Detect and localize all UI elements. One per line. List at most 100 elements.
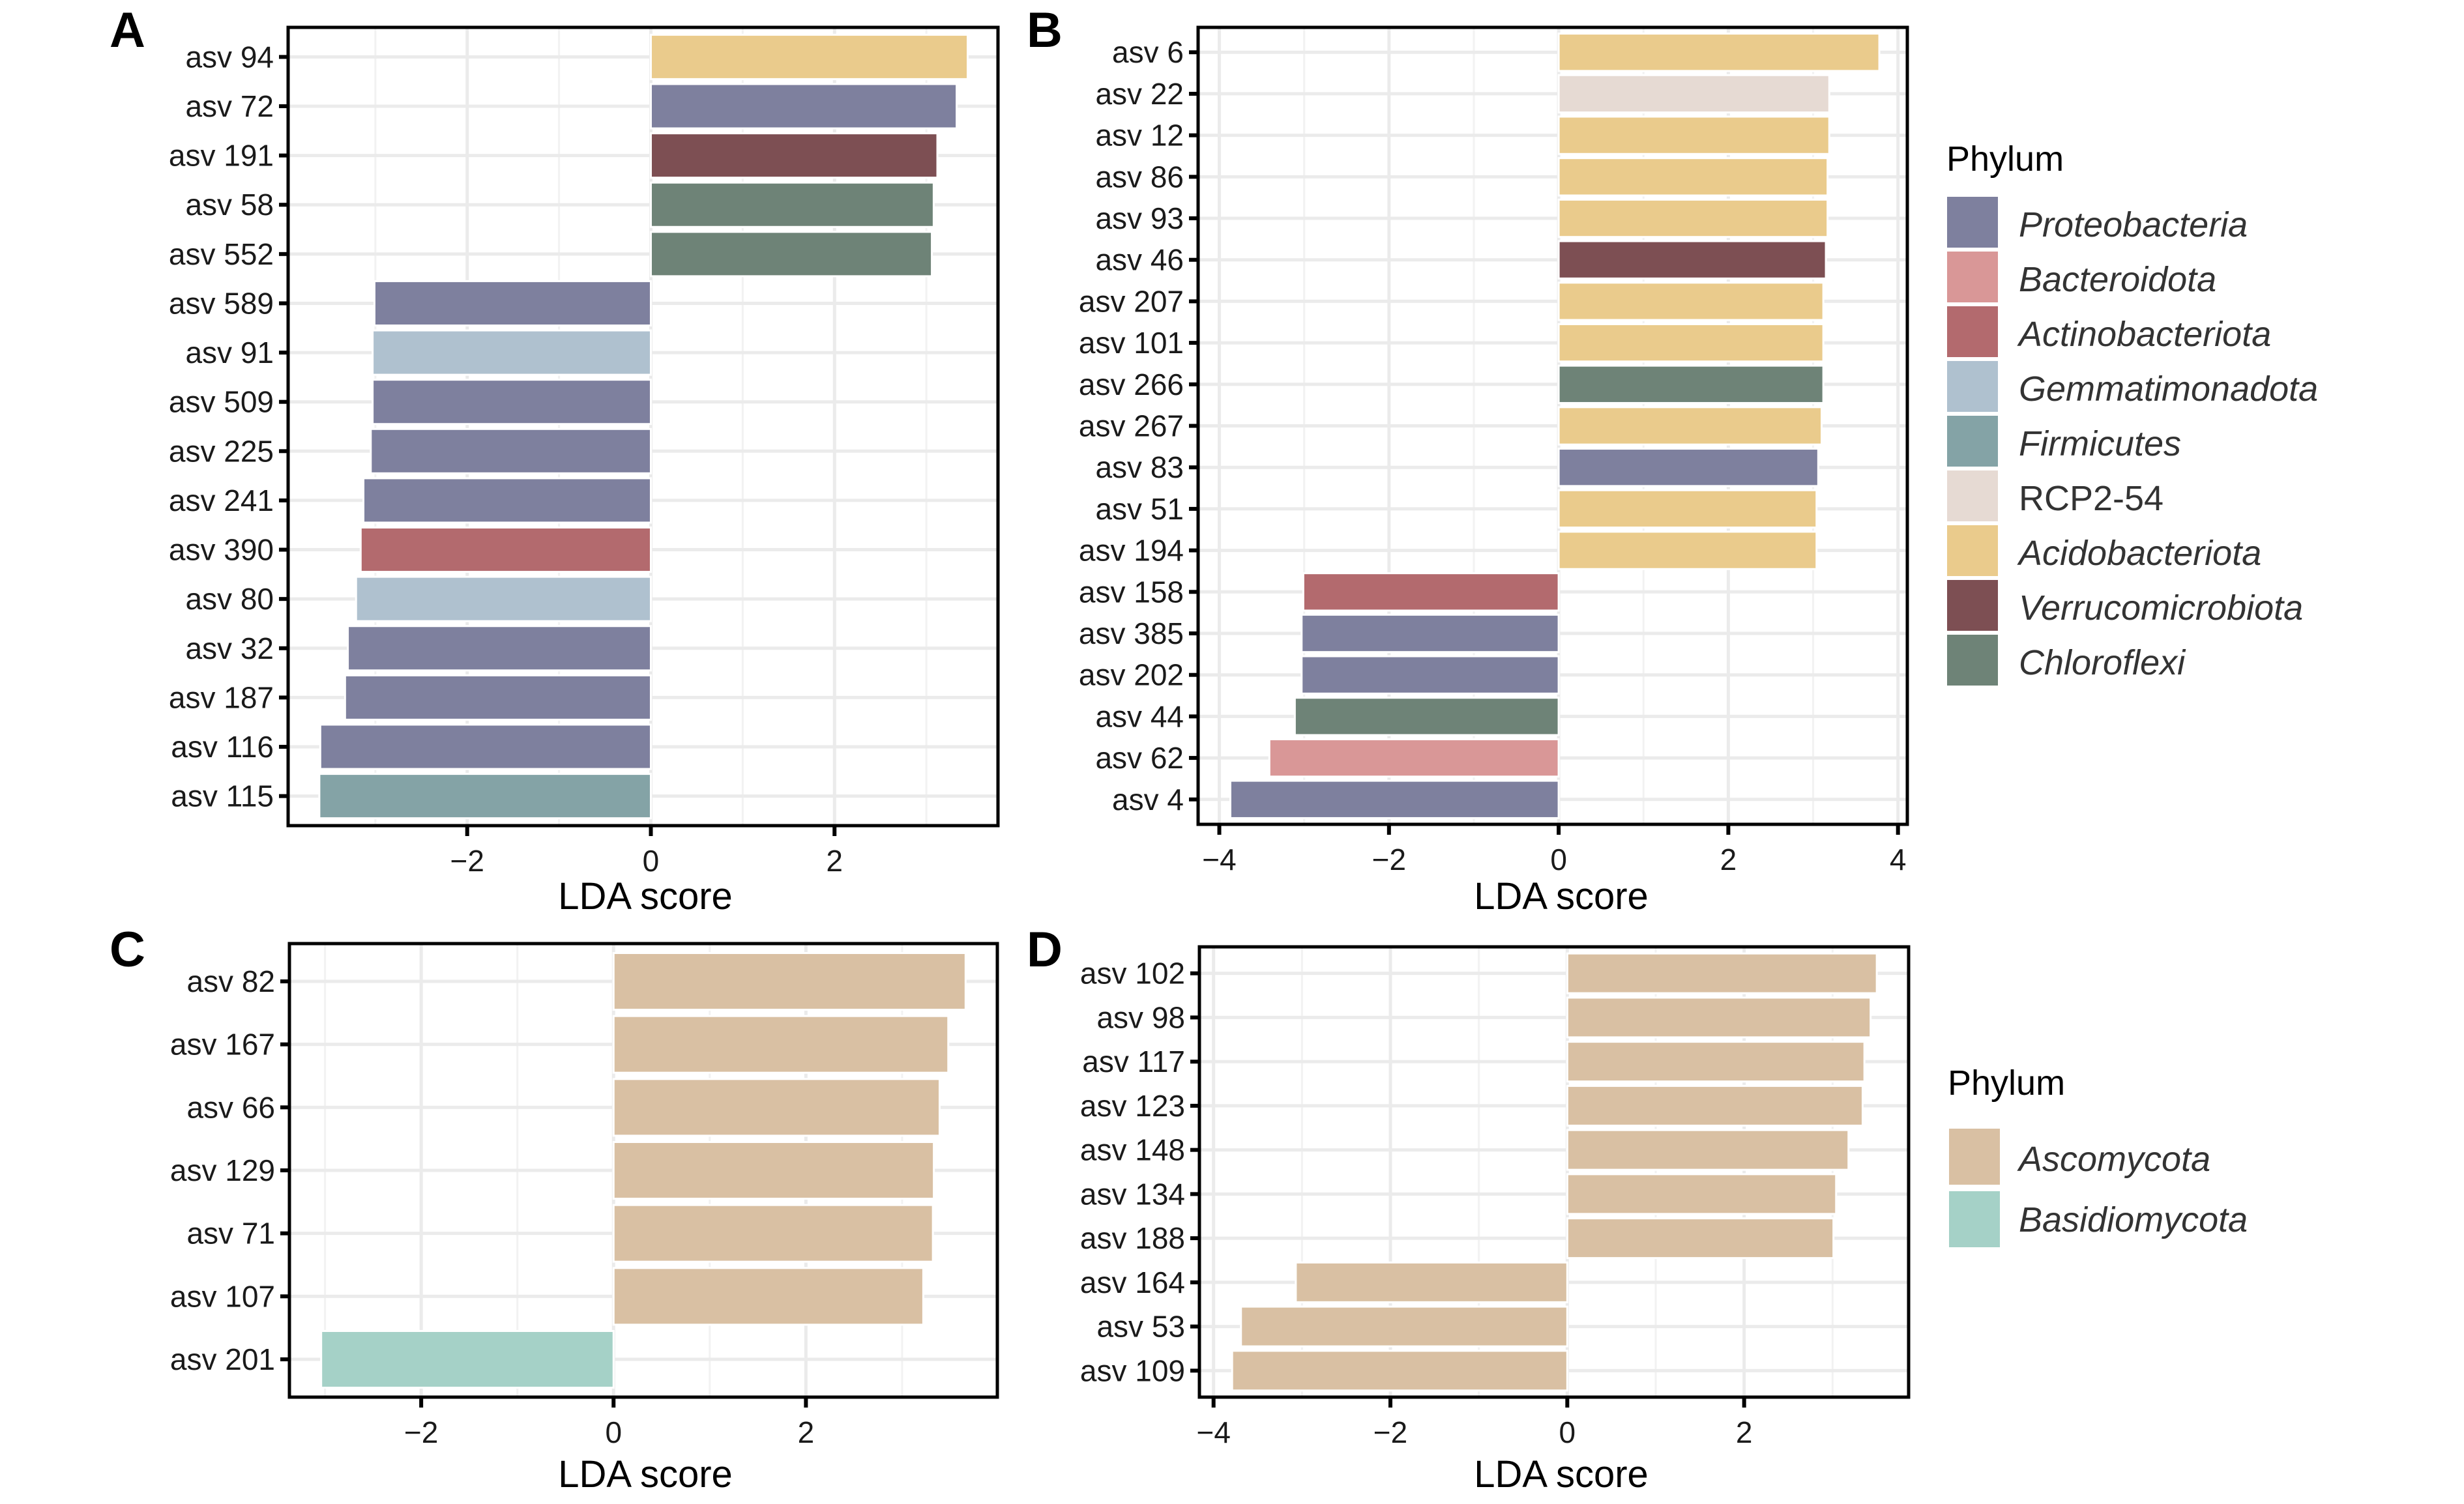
bar-asv-134 xyxy=(1566,1173,1838,1215)
y-tick-label: asv 167 xyxy=(170,1028,275,1062)
bar-asv-91 xyxy=(372,329,652,376)
legend-label-verrucomicrobiota: Verrucomicrobiota xyxy=(2019,588,2303,628)
bar-asv-123 xyxy=(1566,1084,1864,1127)
bar-asv-188 xyxy=(1566,1217,1835,1260)
x-tick-label: 0 xyxy=(1559,1415,1576,1449)
bar-asv-552 xyxy=(649,231,933,278)
legend-label-bacteroidota: Bacteroidota xyxy=(2019,260,2216,299)
legend-title: Phylum xyxy=(1946,139,2064,179)
legend-bacteria: Phylum Proteobacteria Bacteroidota Actin… xyxy=(1946,139,2318,686)
plot-frame xyxy=(1197,945,1911,1399)
x-axis-title-a: LDA score xyxy=(558,875,733,918)
bar-asv-509 xyxy=(372,379,652,426)
x-tick-label: 2 xyxy=(1720,843,1737,876)
bar-asv-53 xyxy=(1240,1305,1568,1348)
panel-letter-b: B xyxy=(1027,3,1063,58)
y-tick-label: asv 71 xyxy=(186,1217,275,1251)
bar-asv-115 xyxy=(318,773,652,820)
bar-asv-167 xyxy=(612,1015,950,1074)
bar-asv-202 xyxy=(1300,655,1560,695)
x-tick-label: 0 xyxy=(1550,843,1567,876)
bar-asv-187 xyxy=(344,674,652,721)
legend-label-rcp2-54: RCP2-54 xyxy=(2019,479,2163,518)
bar-asv-267 xyxy=(1557,406,1823,446)
y-tick-label: asv 46 xyxy=(1095,243,1184,277)
legend-label-acidobacteriota: Acidobacteriota xyxy=(2017,534,2261,573)
bar-asv-83 xyxy=(1557,448,1819,487)
bar-asv-102 xyxy=(1566,952,1878,994)
x-tick-label: −2 xyxy=(450,844,484,878)
y-tick-label: asv 72 xyxy=(185,89,274,123)
legend-label-proteobacteria: Proteobacteria xyxy=(2019,205,2248,244)
x-axis-title-c: LDA score xyxy=(558,1453,733,1496)
y-tick-label: asv 109 xyxy=(1080,1353,1185,1387)
y-tick-label: asv 390 xyxy=(169,533,274,567)
legend-swatch-gemmatimonadota xyxy=(1947,361,1998,412)
y-tick-label: asv 129 xyxy=(170,1153,275,1187)
y-tick-label: asv 164 xyxy=(1080,1265,1185,1299)
legend-swatch-basidiomycota xyxy=(1949,1191,2000,1247)
y-tick-label: asv 107 xyxy=(170,1279,275,1313)
bar-asv-158 xyxy=(1302,572,1560,612)
bar-asv-82 xyxy=(612,952,967,1011)
y-tick-label: asv 98 xyxy=(1096,1000,1185,1034)
bar-asv-86 xyxy=(1557,157,1829,197)
x-tick-label: 0 xyxy=(643,844,660,878)
panel-letter-d: D xyxy=(1027,922,1063,977)
legend-title: Phylum xyxy=(1948,1063,2065,1103)
y-tick-label: asv 62 xyxy=(1095,741,1184,775)
bar-asv-194 xyxy=(1557,530,1818,570)
x-tick-label: 4 xyxy=(1890,843,1907,876)
y-tick-label: asv 66 xyxy=(186,1090,275,1124)
legend-swatch-chloroflexi xyxy=(1947,635,1998,686)
y-tick-label: asv 83 xyxy=(1095,450,1184,484)
x-axis-title-d: LDA score xyxy=(1474,1453,1649,1496)
y-tick-label: asv 201 xyxy=(170,1342,275,1376)
y-tick-label: asv 115 xyxy=(171,779,274,813)
panel-letter-c: C xyxy=(110,922,145,977)
y-tick-label: asv 225 xyxy=(169,434,274,468)
y-tick-label: asv 53 xyxy=(1096,1310,1185,1344)
legend-swatch-proteobacteria xyxy=(1947,197,1998,248)
bar-asv-164 xyxy=(1295,1261,1568,1303)
bar-asv-51 xyxy=(1557,489,1818,529)
bar-asv-32 xyxy=(347,625,652,672)
bar-asv-148 xyxy=(1566,1129,1850,1171)
bar-asv-6 xyxy=(1557,33,1881,72)
y-tick-label: asv 93 xyxy=(1095,201,1184,235)
bar-asv-241 xyxy=(362,477,652,524)
bar-asv-72 xyxy=(649,83,958,130)
y-tick-label: asv 116 xyxy=(171,730,274,764)
y-tick-label: asv 552 xyxy=(169,237,274,271)
bar-asv-94 xyxy=(649,33,969,80)
bar-asv-107 xyxy=(612,1267,924,1326)
legend-label-actinobacteriota: Actinobacteriota xyxy=(2017,315,2271,354)
legend-swatch-actinobacteriota xyxy=(1947,306,1998,357)
bar-asv-390 xyxy=(359,527,652,573)
bar-asv-58 xyxy=(649,181,935,228)
x-tick-label: 2 xyxy=(826,844,843,878)
y-tick-label: asv 22 xyxy=(1095,77,1184,111)
bar-asv-71 xyxy=(612,1204,934,1263)
y-tick-label: asv 194 xyxy=(1079,534,1184,568)
y-tick-label: asv 82 xyxy=(186,964,275,998)
panel-d: asv 102 asv 98 asv 117 asv 123 asv 148 asv 13… xyxy=(1080,945,1911,1449)
plot-frame xyxy=(286,25,1000,828)
bar-asv-207 xyxy=(1557,282,1825,321)
y-tick-label: asv 117 xyxy=(1082,1045,1185,1078)
y-tick-label: asv 102 xyxy=(1080,957,1185,991)
y-tick-label: asv 80 xyxy=(185,582,274,616)
x-axis-title-b: LDA score xyxy=(1474,875,1649,918)
bar-asv-101 xyxy=(1557,323,1825,363)
y-tick-label: asv 509 xyxy=(169,385,274,419)
x-tick-label: −4 xyxy=(1202,843,1236,876)
bar-asv-266 xyxy=(1557,364,1825,404)
legend-swatch-acidobacteriota xyxy=(1947,525,1998,576)
y-tick-label: asv 4 xyxy=(1112,783,1184,817)
y-tick-label: asv 191 xyxy=(169,139,274,173)
y-tick-label: asv 241 xyxy=(169,484,274,517)
legend-swatch-rcp2-54 xyxy=(1947,470,1998,521)
bar-asv-589 xyxy=(373,280,652,326)
bar-asv-66 xyxy=(612,1078,941,1137)
y-tick-label: asv 6 xyxy=(1112,35,1184,69)
